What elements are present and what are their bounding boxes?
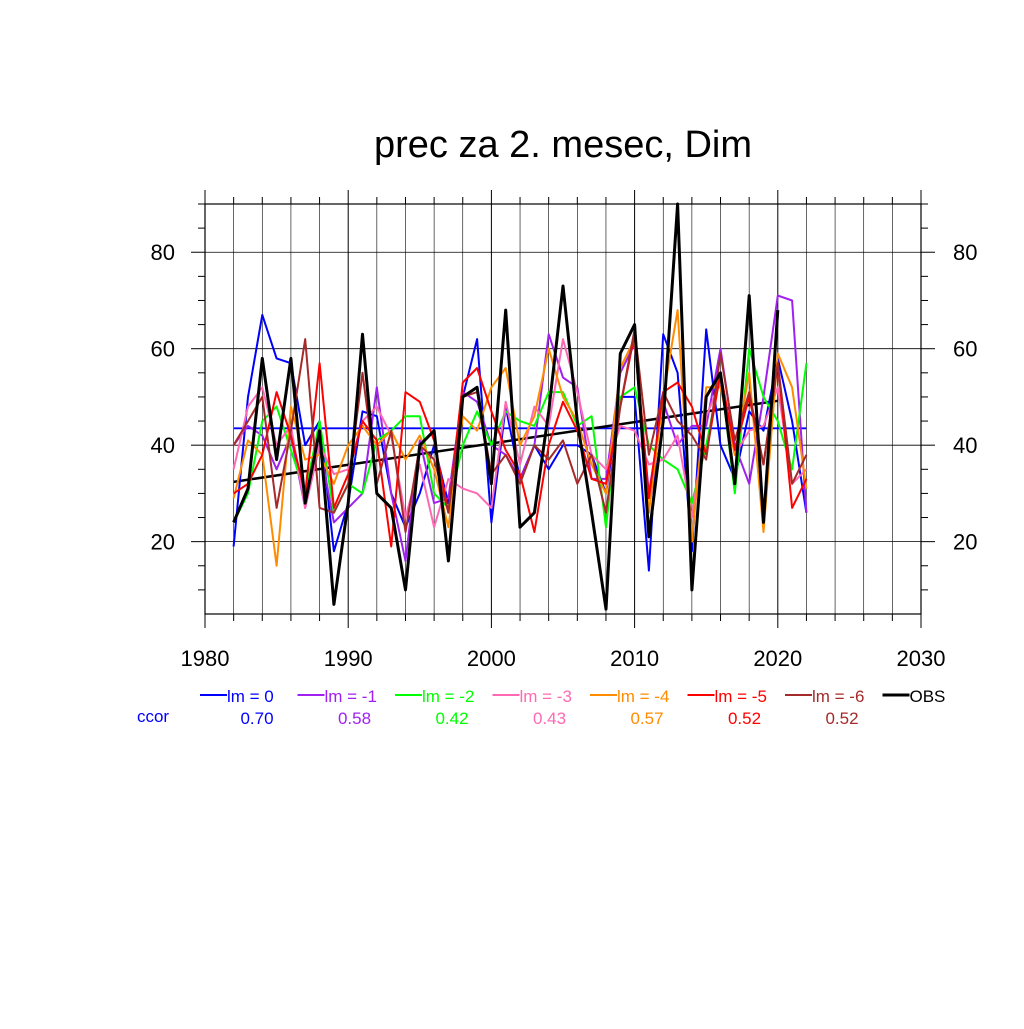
series-lines (232, 202, 808, 611)
x-tick-label: 1980 (181, 646, 230, 671)
y-tick-label-left: 80 (151, 240, 175, 265)
series-line (232, 294, 808, 562)
legend-ccor-value: 0.52 (825, 709, 858, 728)
series-line (232, 328, 808, 533)
legend-label: lm = -2 (422, 687, 474, 706)
ccor-label: ccor (137, 707, 169, 726)
legend-ccor-value: 0.43 (533, 709, 566, 728)
x-tick-label: 2030 (897, 646, 946, 671)
legend-label: OBS (910, 687, 946, 706)
x-tick-label: 2000 (467, 646, 516, 671)
x-tick-label: 1990 (324, 646, 373, 671)
chart-title: prec za 2. mesec, Dim (374, 124, 752, 166)
series-line (232, 202, 780, 611)
y-tick-label-right: 80 (953, 240, 977, 265)
legend-ccor-value: 0.70 (240, 709, 273, 728)
legend-label: lm = -1 (325, 687, 377, 706)
legend-ccor-value: 0.57 (630, 709, 663, 728)
legend-ccor-value: 0.52 (728, 709, 761, 728)
legend: ccor lm = 0 0.70 lm = -1 0.58 lm = -2 0.42 lm =… (137, 687, 945, 728)
y-tick-label-left: 40 (151, 433, 175, 458)
legend-label: lm = -4 (617, 687, 669, 706)
legend-ccor-value: 0.42 (435, 709, 468, 728)
legend-label: lm = -5 (715, 687, 767, 706)
y-tick-label-left: 60 (151, 337, 175, 362)
y-tick-label-right: 20 (953, 530, 977, 555)
x-tick-label: 2020 (753, 646, 802, 671)
plot-frame (204, 203, 922, 615)
y-tick-label-right: 40 (953, 433, 977, 458)
legend-label: lm = -3 (520, 687, 572, 706)
y-tick-label-left: 20 (151, 530, 175, 555)
legend-label: lm = 0 (227, 687, 274, 706)
legend-label: lm = -6 (812, 687, 864, 706)
x-tick-label: 2010 (610, 646, 659, 671)
y-tick-label-right: 60 (953, 337, 977, 362)
legend-ccor-value: 0.58 (338, 709, 371, 728)
